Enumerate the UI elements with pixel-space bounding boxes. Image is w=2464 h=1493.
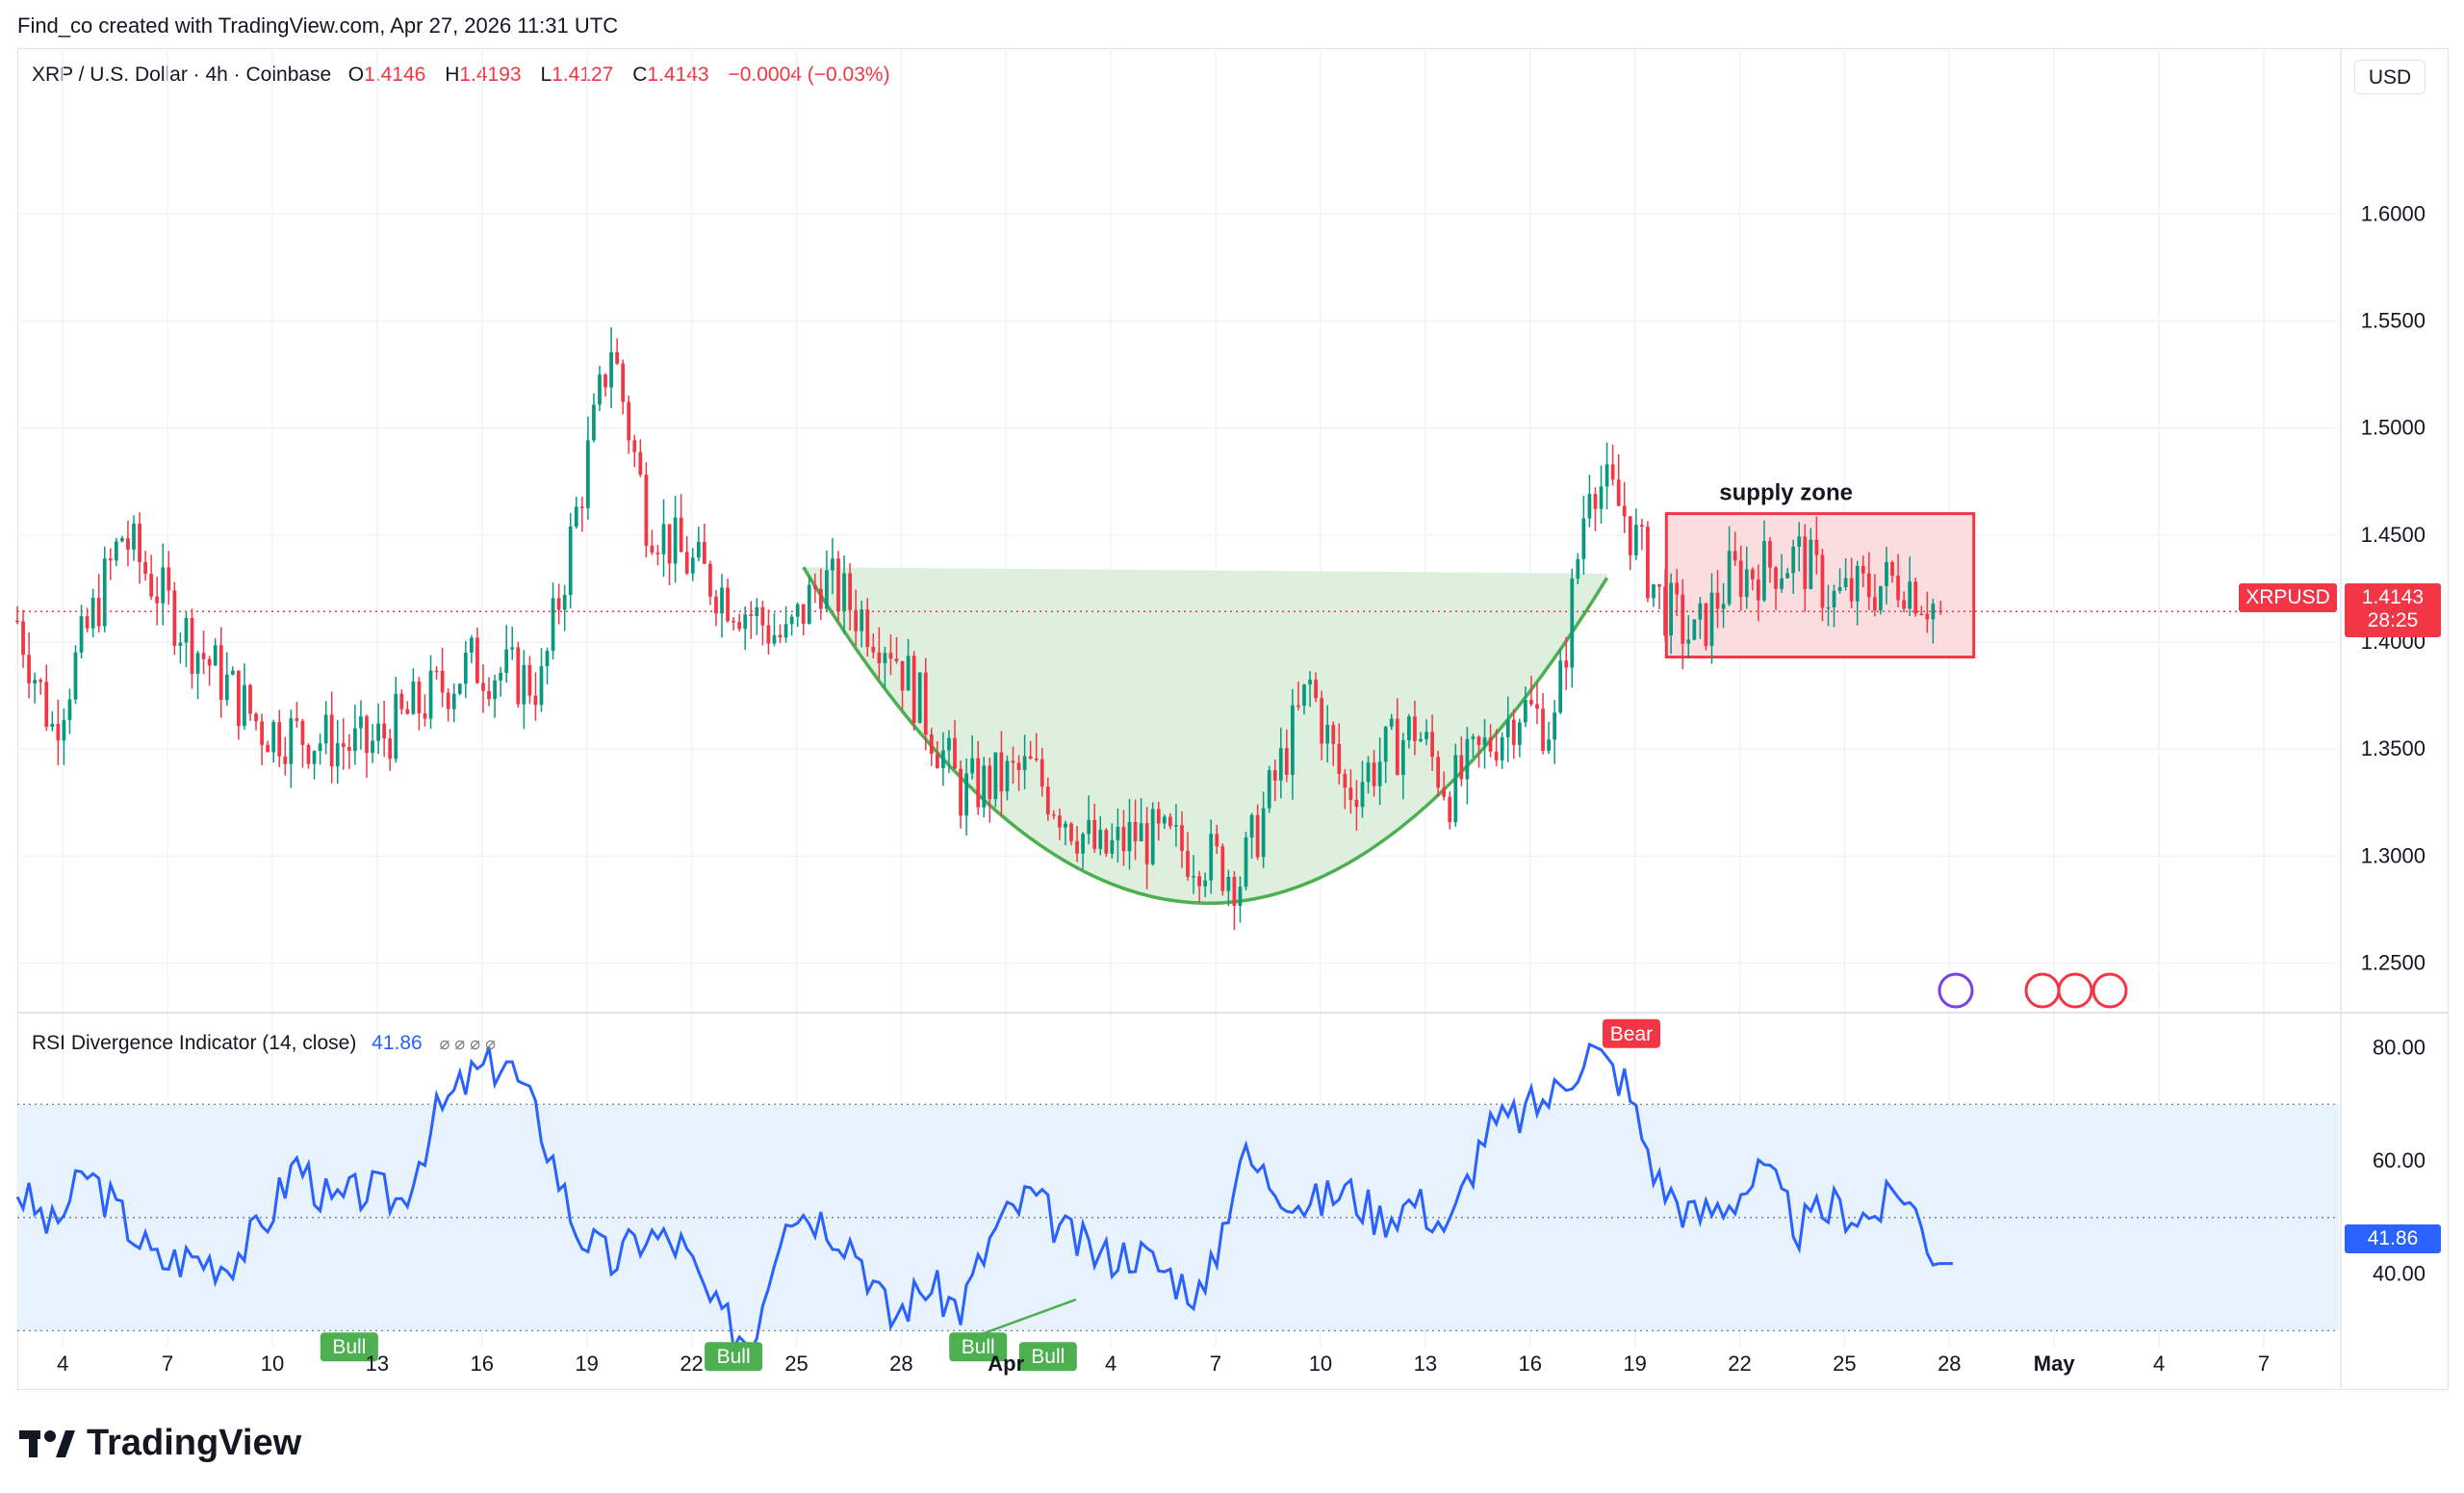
rsi-title[interactable]: RSI Divergence Indicator (14, close) — [32, 1032, 357, 1054]
tradingview-logo-icon — [19, 1429, 75, 1457]
rsi-value-tag: 41.86 — [2345, 1224, 2441, 1253]
last-price-tag: 1.4143 28:25 — [2345, 583, 2441, 637]
low-value: 1.4127 — [552, 64, 614, 86]
candle-countdown: 28:25 — [2367, 609, 2419, 631]
attribution-text: Find_co created with TradingView.com, Ap… — [17, 13, 619, 38]
last-price: 1.4143 — [2361, 586, 2425, 608]
change-value: −0.0004 (−0.03%) — [728, 64, 890, 86]
chart-frame — [17, 48, 2449, 1390]
symbol-tag: XRPUSD — [2239, 583, 2337, 612]
currency-button[interactable]: USD — [2354, 60, 2426, 94]
close-label: C — [632, 64, 648, 86]
low-label: L — [540, 64, 552, 86]
high-value: 1.4193 — [459, 64, 522, 86]
rsi-value: 41.86 — [372, 1032, 423, 1054]
high-label: H — [445, 64, 460, 86]
rsi-legend: RSI Divergence Indicator (14, close) 41.… — [32, 1032, 496, 1055]
symbol-legend: XRP / U.S. Dollar · 4h · Coinbase O1.414… — [32, 64, 904, 87]
open-value: 1.4146 — [364, 64, 426, 86]
tradingview-logo[interactable]: TradingView — [19, 1423, 301, 1464]
visibility-icons[interactable]: ⌀ ⌀ ⌀ ⌀ — [439, 1034, 496, 1053]
brand-name: TradingView — [87, 1423, 302, 1463]
close-value: 1.4143 — [647, 64, 709, 86]
open-label: O — [347, 64, 365, 86]
symbol-title[interactable]: XRP / U.S. Dollar · 4h · Coinbase — [32, 64, 332, 86]
